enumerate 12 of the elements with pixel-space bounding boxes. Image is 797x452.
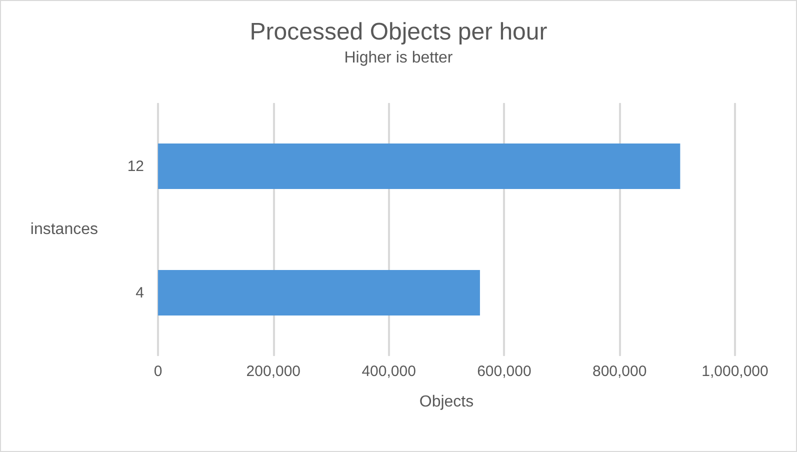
x-tick-label: 400,000 [362,363,416,380]
x-tick-label: 800,000 [592,363,647,380]
y-tick-label: 4 [136,284,144,302]
x-tick-label: 1,000,000 [702,363,768,380]
chart-subtitle: Higher is better [344,50,454,66]
x-axis-title: Objects [419,394,474,410]
y-tick-label: 12 [127,158,144,175]
chart-title: Processed Objects per hour [250,18,548,46]
y-axis-title: instances [30,221,98,238]
x-tick-label: 600,000 [477,363,532,380]
x-tick-label: 200,000 [246,363,301,380]
x-tick-label: 0 [154,363,162,380]
